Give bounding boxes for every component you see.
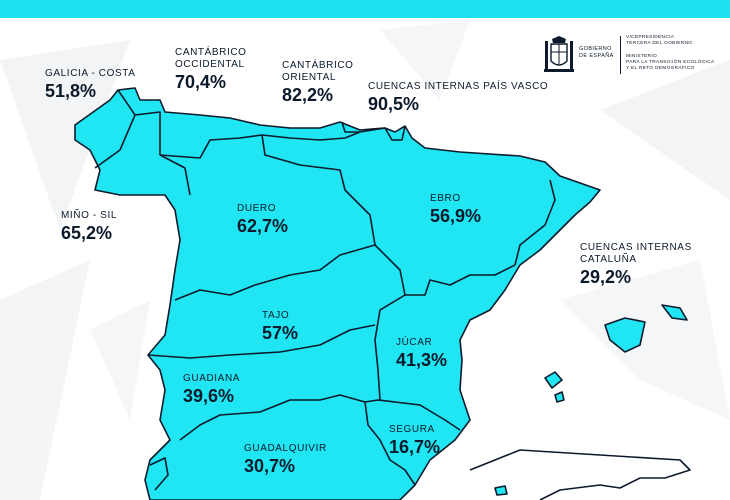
basin-percent: 29,2%	[580, 267, 632, 287]
basin-name: GALICIA - COSTA	[45, 68, 136, 79]
basin-percent: 39,6%	[183, 386, 235, 406]
border-tajo-guadiana	[147, 324, 376, 359]
basin-name: CANTÁBRICO	[175, 47, 247, 58]
basin-percent: 82,2%	[282, 85, 334, 105]
logo-gobierno: GOBIERNO	[579, 46, 612, 52]
logo-separator	[620, 36, 621, 74]
island-small	[494, 485, 508, 496]
basin-name: ORIENTAL	[282, 72, 337, 83]
label-guadiana: GUADIANA 39,6%	[183, 373, 240, 407]
label-jucar: JÚCAR 41,3%	[396, 337, 447, 371]
basin-percent: 16,7%	[389, 437, 441, 457]
basin-name: CANTÁBRICO	[282, 60, 354, 71]
basin-name: DUERO	[237, 203, 277, 214]
border-segura-south	[389, 459, 416, 486]
label-galicia-costa: GALICIA - COSTA 51,8%	[45, 68, 136, 102]
label-mino-sil: MIÑO - SIL 65,2%	[61, 210, 117, 244]
border-jucar-guadiana	[377, 369, 381, 401]
basin-name: TAJO	[262, 310, 290, 321]
label-pais-vasco: CUENCAS INTERNAS PAÍS VASCO 90,5%	[368, 81, 548, 115]
logo-ministry-text: VICEPRESIDENCIA TERCERA DEL GOBIERNO MIN…	[626, 35, 714, 72]
border-cantabrico-occidental	[159, 134, 263, 159]
ministry-line: MINISTERIO	[626, 53, 657, 59]
label-segura: SEGURA 16,7%	[389, 424, 440, 458]
border-galicia-mino	[94, 89, 136, 169]
border-duero-tajo	[174, 244, 376, 301]
basin-name: CUENCAS INTERNAS PAÍS VASCO	[368, 81, 549, 92]
island-ibiza	[544, 371, 563, 389]
government-logo: GOBIERNO DE ESPAÑA VICEPRESIDENCIA TERCE…	[541, 33, 717, 77]
ministry-line: Y EL RETO DEMOGRÁFICO	[626, 66, 695, 72]
african-coast	[469, 449, 691, 500]
island-menorca	[661, 304, 688, 321]
basin-name: OCCIDENTAL	[175, 59, 245, 70]
label-cantabrico-occidental: CANTÁBRICO OCCIDENTAL 70,4%	[175, 47, 247, 93]
border-guadiana-guadalquivir	[179, 394, 391, 461]
basin-name: JÚCAR	[396, 337, 433, 348]
border-jucar-segura	[364, 399, 461, 431]
label-tajo: TAJO 57%	[262, 310, 298, 344]
label-cantabrico-oriental: CANTÁBRICO ORIENTAL 82,2%	[282, 60, 354, 106]
peninsula-outline	[74, 87, 601, 500]
border-ebro-cataluna	[514, 179, 556, 266]
label-ebro: EBRO 56,9%	[430, 193, 481, 227]
ministry-line: TERCERA DEL GOBIERNO	[626, 41, 693, 47]
top-accent-bar	[0, 0, 730, 18]
logo-de-espana: DE ESPAÑA	[579, 53, 614, 59]
label-duero: DUERO 62,7%	[237, 203, 288, 237]
island-mallorca	[604, 317, 646, 353]
coat-of-arms-icon	[544, 36, 574, 72]
basin-name: GUADIANA	[183, 373, 241, 384]
label-cataluna: CUENCAS INTERNAS CATALUÑA 29,2%	[580, 242, 692, 288]
basin-name: SEGURA	[389, 424, 435, 435]
basin-name: CATALUÑA	[580, 254, 637, 265]
border-cantabrico-oriental	[261, 127, 386, 141]
basin-percent: 62,7%	[237, 216, 289, 236]
border-galicia-cantabrico	[134, 111, 161, 155]
ministry-line: VICEPRESIDENCIA	[626, 35, 675, 40]
basin-percent: 70,4%	[175, 72, 227, 92]
basin-percent: 90,5%	[368, 94, 420, 114]
basin-name: MIÑO - SIL	[61, 210, 118, 221]
ministry-line: PARA LA TRANSICIÓN ECOLÓGICA	[626, 59, 715, 65]
border-duero-ebro	[261, 134, 376, 246]
basin-percent: 51,8%	[45, 81, 97, 101]
basin-percent: 41,3%	[396, 350, 448, 370]
basin-percent: 30,7%	[244, 456, 296, 476]
basin-name: EBRO	[430, 193, 461, 204]
border-pais-vasco-2	[341, 121, 360, 133]
border-mino-duero	[159, 154, 191, 196]
basin-name: GUADALQUIVIR	[244, 443, 327, 454]
label-guadalquivir: GUADALQUIVIR 30,7%	[244, 443, 327, 477]
border-pais-vasco	[384, 125, 406, 141]
border-ebro-jucar	[374, 244, 516, 296]
island-formentera	[554, 391, 565, 403]
basin-percent: 65,2%	[61, 223, 113, 243]
basin-percent: 57%	[262, 323, 299, 343]
border-huelva	[149, 457, 169, 491]
logo-gobierno-text: GOBIERNO DE ESPAÑA	[579, 46, 614, 60]
basin-percent: 56,9%	[430, 206, 482, 226]
border-tajo-jucar	[374, 294, 406, 371]
basin-name: CUENCAS INTERNAS	[580, 242, 692, 253]
